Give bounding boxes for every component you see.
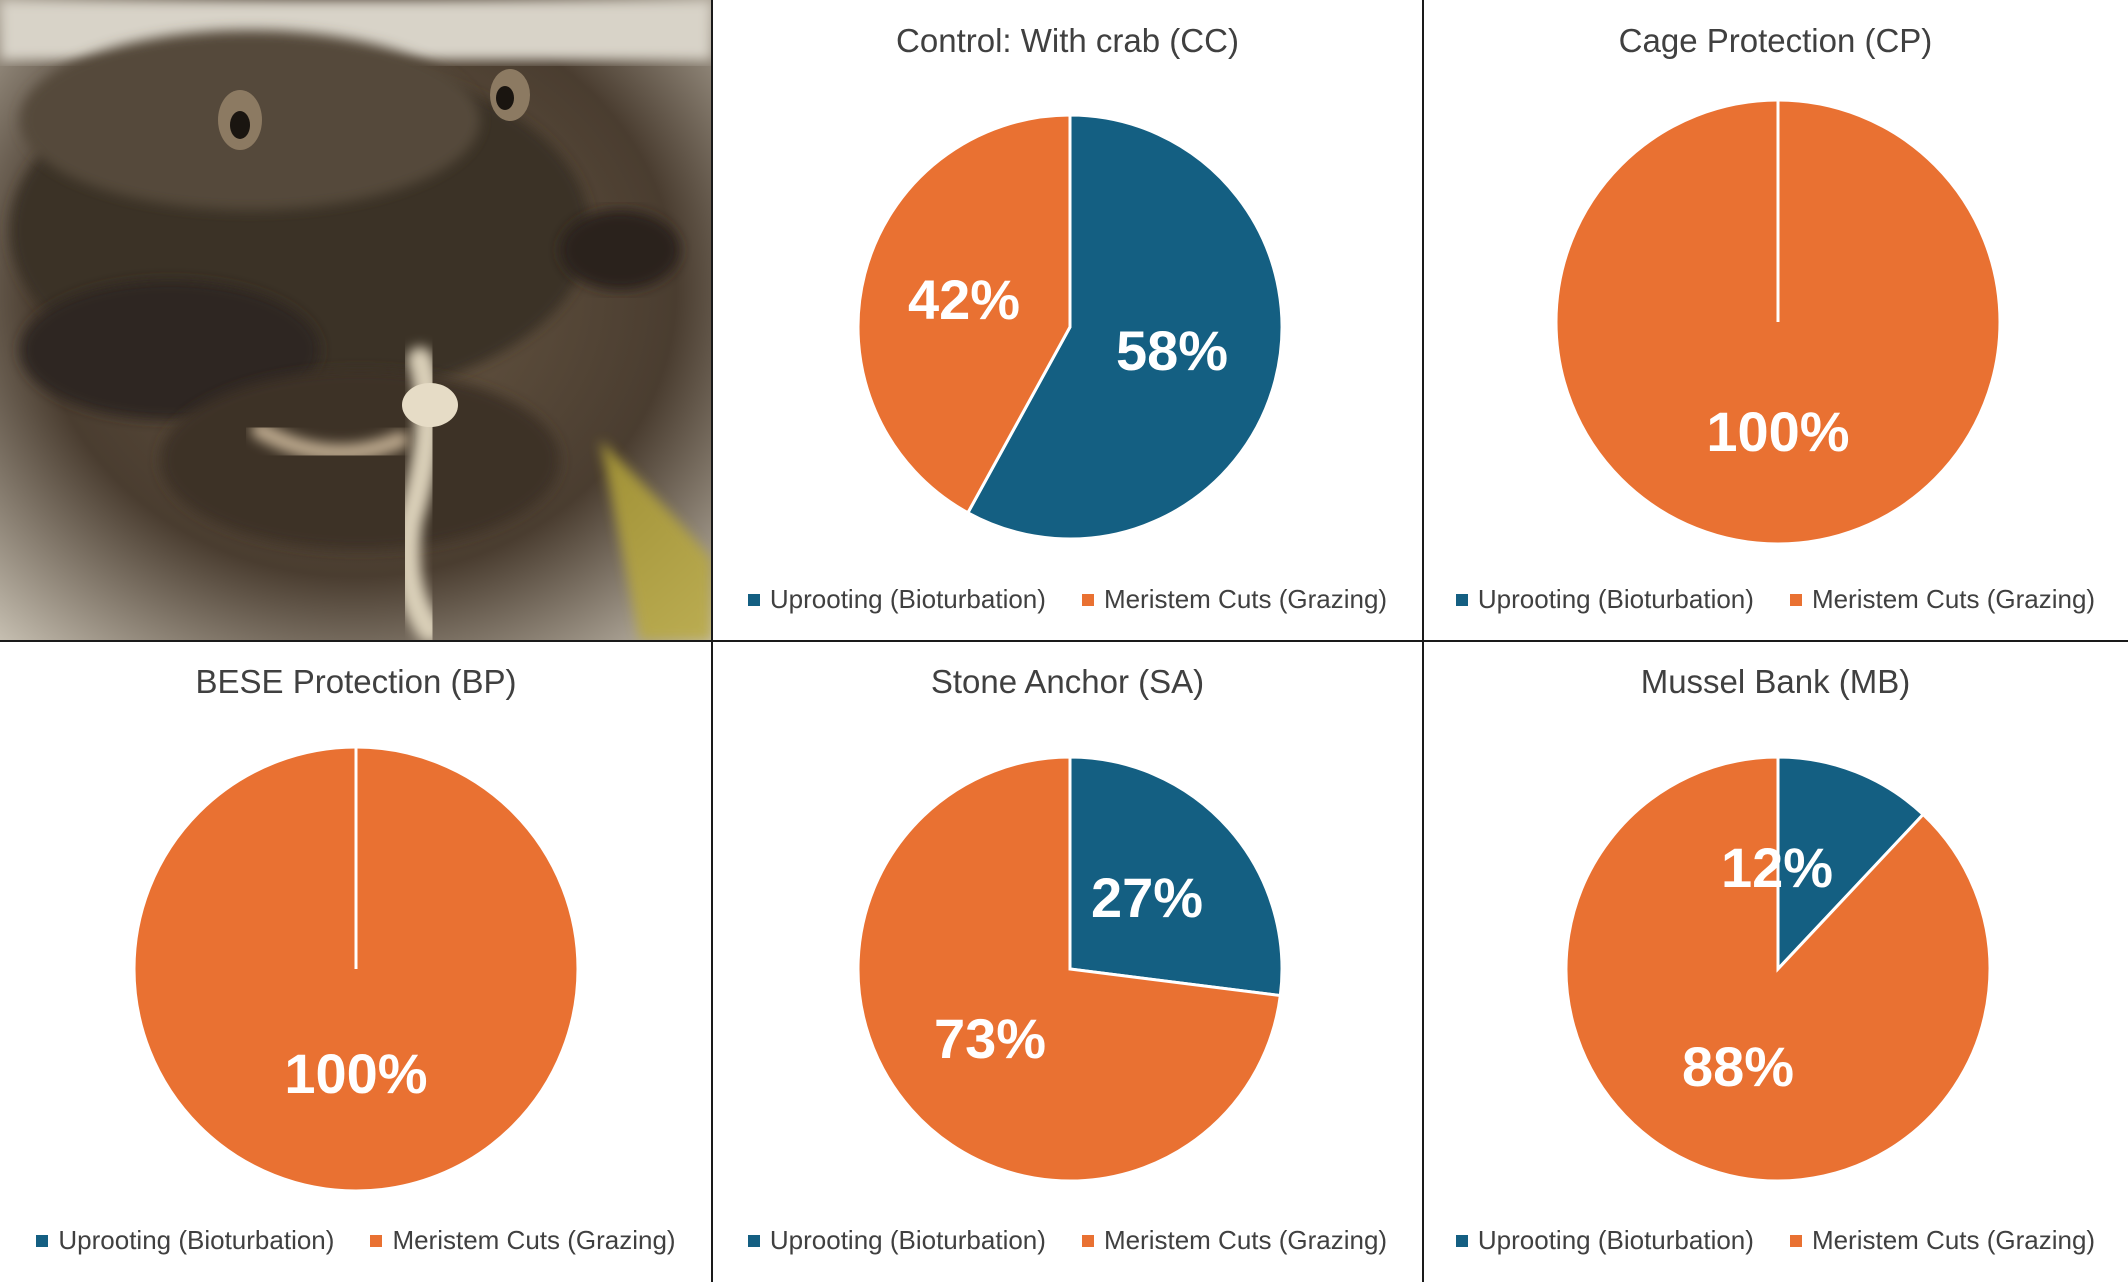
legend-swatch [1789,1234,1802,1247]
legend-label: Meristem Cuts (Grazing) [1811,1225,2096,1255]
data-label-meristem: 42% [908,268,1020,331]
chart-panel-bp: BESE Protection (BP) 100% Uprooting (Biotu… [0,641,712,1282]
legend-item-uprooting: Uprooting (Bioturbation) [1455,584,1754,615]
legend-label: Meristem Cuts (Grazing) [1103,1225,1388,1255]
chart-legend: Uprooting (Bioturbation) Meristem Cuts (G… [1423,584,2128,615]
pie-chart: 27% 73% [856,755,1284,1183]
data-label-uprooting: 27% [1091,866,1203,929]
legend-label: Meristem Cuts (Grazing) [1103,584,1388,614]
pie-chart: 100% [132,745,580,1193]
legend-item-meristem: Meristem Cuts (Grazing) [1081,584,1388,615]
legend-label: Meristem Cuts (Grazing) [392,1225,676,1255]
chart-legend: Uprooting (Bioturbation) Meristem Cuts (G… [712,584,1423,615]
legend-swatch [36,1234,49,1247]
pie-slice-uprooting [965,113,1284,541]
chart-title: BESE Protection (BP) [195,663,517,700]
data-label-meristem: 100% [1706,400,1849,463]
data-label-uprooting: 58% [1116,319,1228,382]
chart-panel-mb: Mussel Bank (MB) 12% 88% Uprooting (Bioturb… [1423,641,2128,1282]
legend-label: Uprooting (Bioturbation) [769,584,1046,614]
pie-chart: 58% 42% [856,113,1284,541]
chart-panel-sa: Stone Anchor (SA) 27% 73% Uprooting (Biotur… [712,641,1423,1282]
pie-slice-meristem [1564,755,1992,1183]
pie-slice-uprooting [1068,755,1284,998]
pie-chart: 12% 88% [1564,755,1992,1183]
legend-swatch [1081,593,1094,606]
chart-legend: Uprooting (Bioturbation) Meristem Cuts (G… [0,1225,712,1256]
legend-item-uprooting: Uprooting (Bioturbation) [747,584,1046,615]
legend-item-meristem: Meristem Cuts (Grazing) [1081,1225,1388,1256]
chart-panel-cc: Control: With crab (CC) 58% 42% Uprooting (… [712,0,1423,641]
legend-swatch [1789,593,1802,606]
legend-label: Uprooting (Bioturbation) [1477,1225,1754,1255]
legend-label: Uprooting (Bioturbation) [769,1225,1046,1255]
data-label-meristem: 88% [1682,1035,1794,1098]
legend-item-meristem: Meristem Cuts (Grazing) [1789,584,2096,615]
chart-title: Cage Protection (CP) [1618,22,1933,59]
data-label-meristem: 100% [284,1042,427,1105]
legend-swatch [747,1234,760,1247]
chart-legend: Uprooting (Bioturbation) Meristem Cuts (G… [1423,1225,2128,1256]
data-label-meristem: 73% [934,1007,1046,1070]
legend-label: Meristem Cuts (Grazing) [1811,584,2096,614]
legend-swatch [1081,1234,1094,1247]
crab-photo [0,0,712,641]
crab-photo-illustration [0,0,712,641]
pie-slice-meristem [856,113,1072,515]
chart-legend: Uprooting (Bioturbation) Meristem Cuts (G… [712,1225,1423,1256]
chart-title: Control: With crab (CC) [896,22,1239,59]
legend-item-uprooting: Uprooting (Bioturbation) [1455,1225,1754,1256]
chart-panel-cp: Cage Protection (CP) 100% Uprooting (Biotu… [1423,0,2128,641]
divider-horizontal [0,640,2128,642]
legend-swatch [1455,593,1468,606]
chart-title: Stone Anchor (SA) [930,663,1205,700]
pie-slice-meristem [856,755,1283,1183]
legend-swatch [1455,1234,1468,1247]
legend-swatch [747,593,760,606]
legend-label: Uprooting (Bioturbation) [58,1225,335,1255]
chart-title: Mussel Bank (MB) [1640,663,1911,700]
legend-swatch [370,1234,383,1247]
data-label-uprooting: 12% [1721,836,1833,899]
legend-item-meristem: Meristem Cuts (Grazing) [1789,1225,2096,1256]
legend-item-uprooting: Uprooting (Bioturbation) [747,1225,1046,1256]
legend-item-uprooting: Uprooting (Bioturbation) [36,1225,334,1256]
pie-slice-uprooting [1776,755,1926,973]
pie-chart: 100% [1554,98,2002,546]
legend-label: Uprooting (Bioturbation) [1477,584,1754,614]
legend-item-meristem: Meristem Cuts (Grazing) [370,1225,676,1256]
